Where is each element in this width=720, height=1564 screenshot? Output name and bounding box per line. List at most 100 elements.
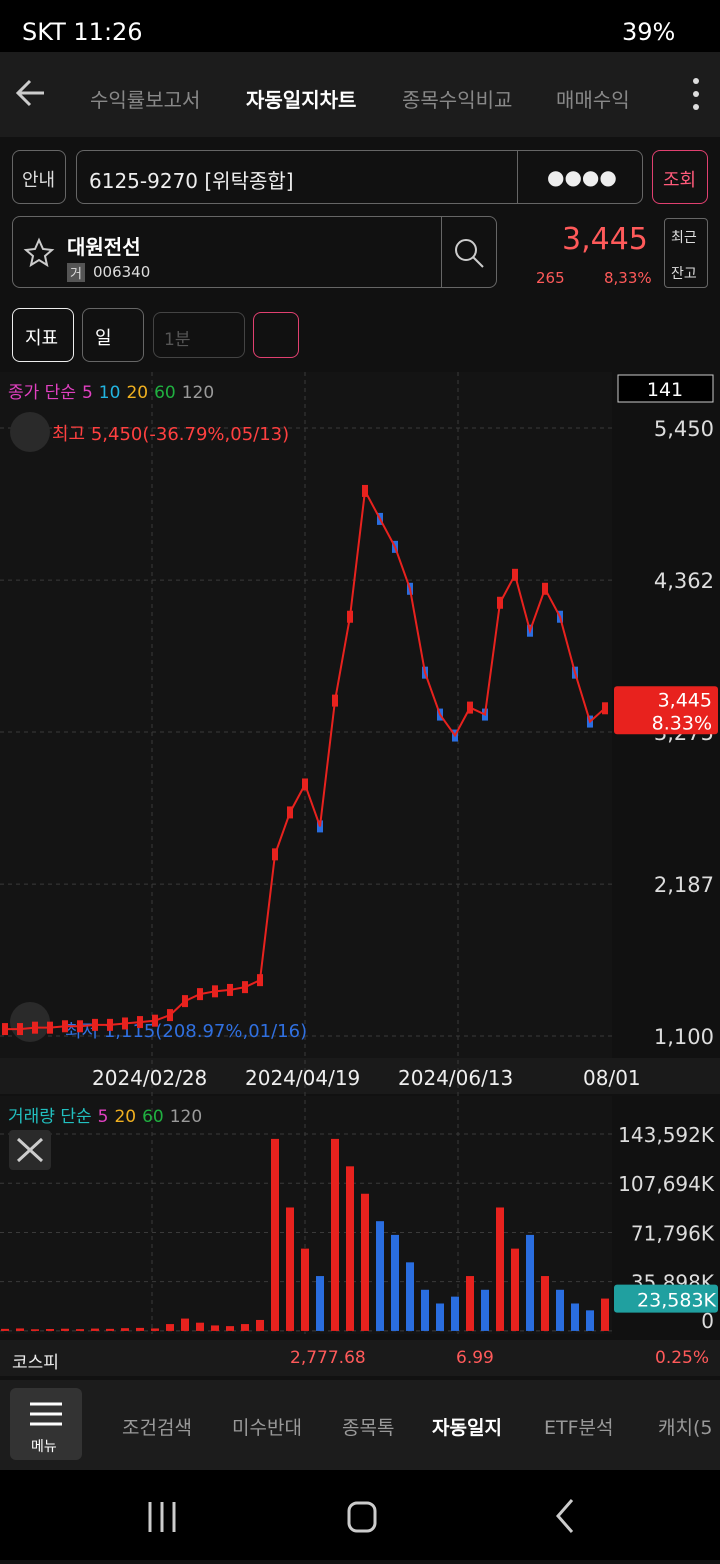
more[interactable] <box>690 76 702 112</box>
legend-item: 60 <box>142 1107 164 1127</box>
volume-bar <box>151 1328 159 1331</box>
volume-bar <box>76 1329 84 1331</box>
system-buttons[interactable] <box>0 1470 720 1560</box>
guide-button[interactable]: 안내 <box>12 150 66 204</box>
account-number: 6125-9270 [위탁종합] <box>89 169 294 193</box>
volume-bar <box>481 1289 489 1331</box>
volume-bar <box>511 1248 519 1331</box>
nav-item[interactable]: 조건검색 <box>122 1417 192 1439</box>
x-label: 2024/02/28 <box>92 1066 207 1090</box>
time: SKT 11:26 <box>22 18 143 46</box>
indicator-button[interactable]: 지표 <box>12 308 74 362</box>
nav-item[interactable]: 캐치(5 <box>658 1417 713 1439</box>
volume-bar <box>46 1329 54 1331</box>
tab[interactable]: 종목수익비교 <box>402 88 513 112</box>
recent-balance[interactable]: 최근 잔고 <box>664 218 708 288</box>
star[interactable] <box>23 237 55 269</box>
volume-bar <box>601 1298 609 1331</box>
stock-select[interactable]: 대원전선 거 006340 <box>12 216 497 288</box>
interval-select[interactable]: 1분 <box>153 312 245 358</box>
last-price-tag <box>614 686 718 735</box>
volume-bar <box>496 1207 504 1331</box>
zoom-out[interactable] <box>10 1002 50 1042</box>
tab[interactable]: 수익률보고서 <box>90 88 201 112</box>
legend-item: 120 <box>182 383 214 403</box>
volume-bar <box>586 1310 594 1331</box>
change: 265 <box>536 269 565 287</box>
status-bar: SKT 11:26 39% <box>0 0 720 52</box>
menu-label: 메뉴 <box>31 1439 57 1455</box>
period-button[interactable]: 일 <box>82 308 144 362</box>
divider <box>517 151 518 203</box>
x-label: 2024/04/19 <box>245 1066 360 1090</box>
refresh[interactable] <box>253 312 299 358</box>
nav-item[interactable]: 종목톡 <box>342 1417 395 1439</box>
price: 3,445 <box>562 222 648 257</box>
tab[interactable]: 매매수익 <box>556 88 630 112</box>
nav-item[interactable]: 미수반대 <box>232 1417 302 1439</box>
volume-bar <box>196 1322 204 1331</box>
balance: 잔고 <box>671 266 697 282</box>
recent: 최근 <box>671 230 697 246</box>
y-tick-label: 4,362 <box>654 569 714 593</box>
legend-item: 60 <box>154 383 176 403</box>
last-price: 3,445 <box>658 689 712 711</box>
volume-bar <box>316 1276 324 1331</box>
volume-bar <box>136 1327 144 1331</box>
search[interactable] <box>453 237 485 269</box>
volume-bar <box>556 1289 564 1331</box>
volume-bar <box>361 1193 369 1331</box>
password: ●●●● <box>547 165 617 189</box>
stock-code: 006340 <box>93 263 151 281</box>
kospi-bar: 코스피 2,777.68 6.99 0.25% <box>0 1340 720 1376</box>
change-pct: 8,33% <box>604 269 652 287</box>
volume-bar <box>1 1328 9 1331</box>
legend-item: 거래량 단순 <box>8 1107 92 1127</box>
volume-bar <box>541 1276 549 1331</box>
volume-bar <box>271 1138 279 1331</box>
zoom-in[interactable] <box>10 412 50 452</box>
legend-item: 20 <box>126 383 148 403</box>
volume-bar <box>421 1289 429 1331</box>
last-pct: 8.33% <box>652 712 712 734</box>
y-tick-label: 5,450 <box>654 417 714 441</box>
volume-bar <box>436 1303 444 1331</box>
count: 141 <box>647 379 683 401</box>
volume-bar <box>181 1318 189 1331</box>
y-tick-label: 0 <box>701 1309 714 1333</box>
interval: 1분 <box>164 330 191 350</box>
nav-item[interactable]: ETF분석 <box>544 1417 614 1439</box>
legend-item: 5 <box>82 383 93 403</box>
back[interactable] <box>14 78 48 108</box>
legend-item: 종가 단순 <box>8 383 76 403</box>
kospi-value: 2,777.68 <box>290 1348 366 1368</box>
kospi-change: 6.99 <box>456 1348 494 1368</box>
volume-bar <box>61 1328 69 1331</box>
last-volume-tag <box>614 1284 718 1313</box>
kospi-pct: 0.25% <box>655 1348 710 1368</box>
market: 거 <box>67 263 85 282</box>
price-panel <box>0 372 612 1058</box>
legend-item: 20 <box>114 1107 136 1127</box>
account-select[interactable]: 6125-9270 [위탁종합] ●●●● <box>76 150 643 204</box>
volume-bar <box>376 1221 384 1331</box>
tab-active[interactable]: 자동일지차트 <box>246 88 357 112</box>
menu-icon <box>30 1402 62 1426</box>
y-tick-label: 71,796K <box>631 1221 715 1245</box>
guide: 안내 <box>22 170 56 191</box>
query: 조회 <box>663 170 697 191</box>
menu-button[interactable]: 메뉴 <box>10 1388 82 1460</box>
volume-bar <box>91 1328 99 1331</box>
volume-bar <box>166 1324 174 1331</box>
volume-bar <box>466 1276 474 1331</box>
volume-bar <box>121 1328 129 1331</box>
query-button[interactable]: 조회 <box>652 150 708 204</box>
volume-bar <box>16 1328 24 1331</box>
nav-item[interactable]: 자동일지 <box>432 1417 502 1439</box>
xaxis-panel <box>0 1058 720 1094</box>
close-icon <box>16 1137 44 1163</box>
close-line <box>5 487 606 1031</box>
y-tick-label: 143,592K <box>618 1123 715 1147</box>
